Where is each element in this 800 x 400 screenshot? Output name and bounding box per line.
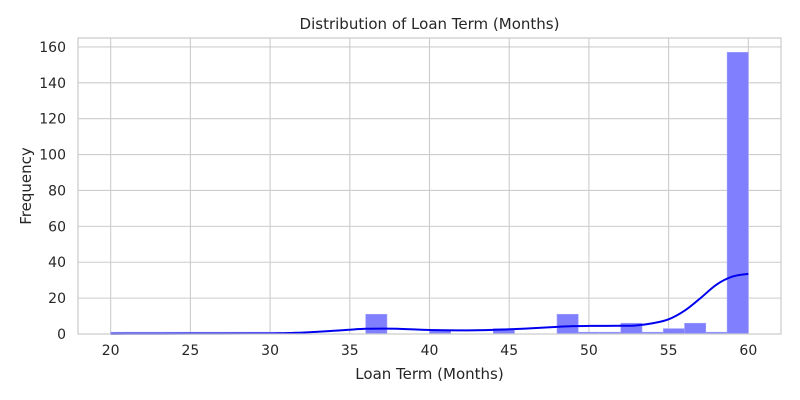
plot-frame (77, 37, 782, 335)
y-tick-label: 20 (48, 291, 66, 307)
y-tick-labels: 0 20 40 60 80 100 120 140 160 (39, 40, 66, 343)
kde-curve (110, 272, 749, 335)
x-tick-label: 30 (261, 343, 279, 359)
x-tick-label: 25 (181, 343, 199, 359)
y-tick-label: 60 (48, 219, 66, 235)
histogram-bar (663, 328, 685, 335)
x-tick-label: 40 (421, 343, 439, 359)
y-tick-label: 120 (39, 112, 66, 128)
x-tick-label: 50 (580, 343, 598, 359)
x-tick-label: 55 (660, 343, 678, 359)
y-tick-label: 80 (48, 183, 66, 199)
x-axis-label: Loan Term (Months) (355, 365, 503, 383)
histogram-bar (684, 322, 707, 335)
chart-title: Distribution of Loan Term (Months) (300, 15, 560, 33)
y-tick-label: 140 (39, 76, 66, 92)
histogram-bar (365, 313, 388, 335)
y-tick-label: 0 (57, 327, 66, 343)
y-tick-label: 100 (39, 148, 66, 164)
x-tick-label: 35 (341, 343, 359, 359)
x-tick-labels: 20 25 30 35 40 45 50 55 60 (102, 343, 757, 359)
x-tick-label: 20 (102, 343, 120, 359)
histogram-bar (726, 52, 749, 335)
x-tick-label: 45 (500, 343, 518, 359)
grid-lines (78, 38, 781, 335)
y-axis-label: Frequency (17, 147, 35, 225)
histogram-bar (556, 313, 579, 335)
x-tick-label: 60 (739, 343, 757, 359)
y-tick-label: 40 (48, 255, 66, 271)
y-tick-label: 160 (39, 40, 66, 56)
